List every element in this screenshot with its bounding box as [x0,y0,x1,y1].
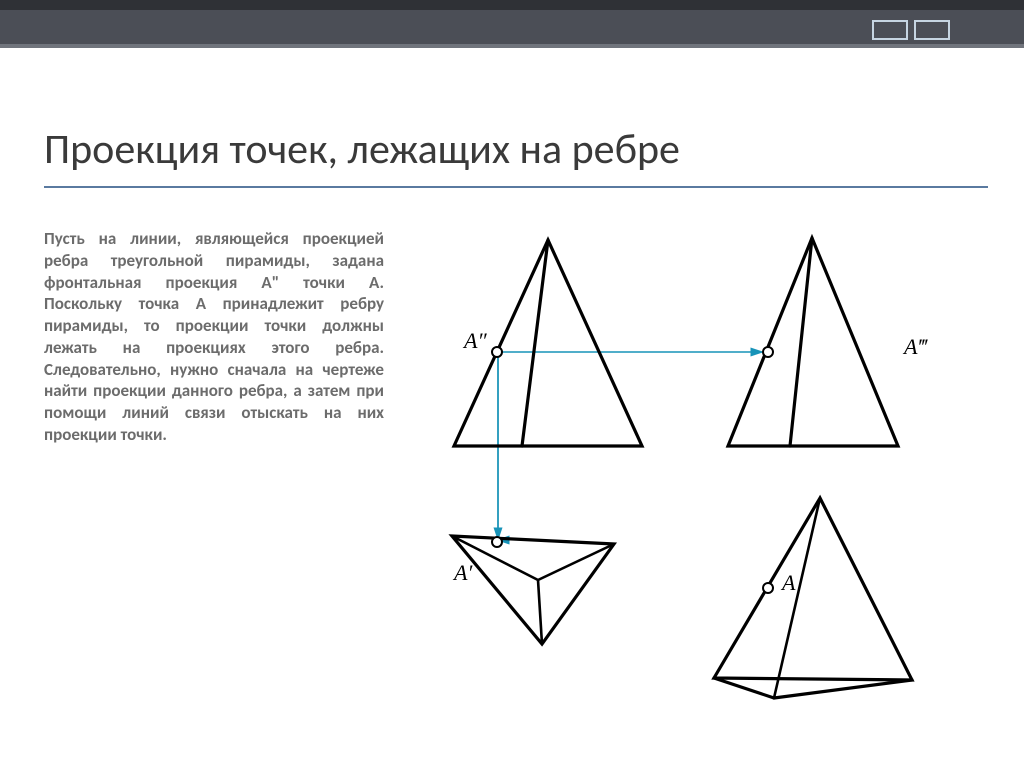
accent-box [872,20,908,40]
fig-profile: A‴ [728,238,928,446]
fig-iso: A [714,498,912,698]
label-a1: A′ [452,560,473,585]
label-a: A [780,570,796,595]
projection-diagram: A″ A‴ A′ [412,228,972,708]
header-accent-boxes [872,20,956,40]
slide-header-bar [0,0,1024,48]
diagram-area: A″ A‴ A′ [412,228,988,747]
accent-box [914,20,950,40]
label-a2: A″ [462,328,487,353]
title-rule [44,186,988,188]
slide-title: Проекция точек, лежащих на ребре [44,124,680,175]
label-a3: A‴ [902,334,928,359]
slide-body: Пусть на линии, являющейся проекцией реб… [44,228,988,747]
body-text: Пусть на линии, являющейся проекцией реб… [44,228,412,747]
fig-top: A′ [452,536,614,644]
fig-frontal: A″ [454,240,642,446]
